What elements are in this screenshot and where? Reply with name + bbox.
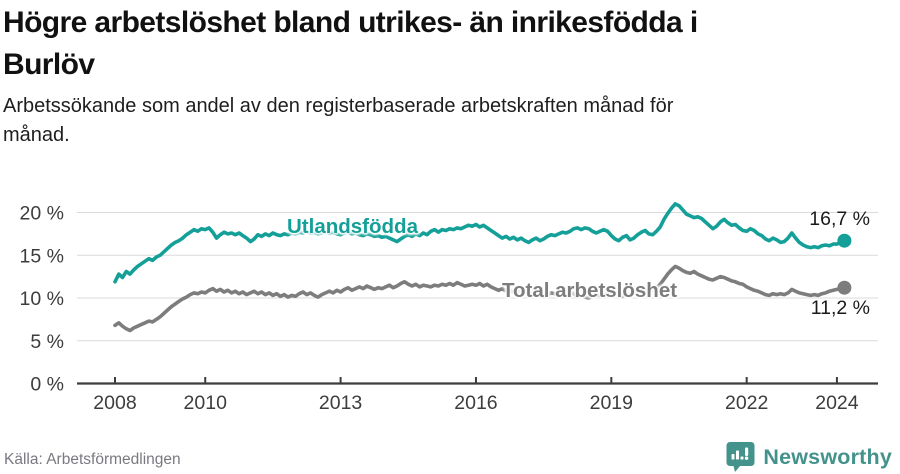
source-note: Källa: Arbetsförmedlingen: [4, 451, 181, 468]
series-end-dot-utlandsf-dda: [837, 233, 852, 248]
page-title: Högre arbetslöshet bland utrikes- än inr…: [3, 2, 883, 86]
series-line-utlandsf-dda: [113, 202, 847, 284]
title-line-2: Burlöv: [3, 48, 95, 81]
page-subtitle: Arbetssökande som andel av den registerb…: [3, 92, 863, 150]
newsworthy-chart-bubble-icon: [726, 442, 755, 472]
brand-logo: Newsworthy: [726, 441, 892, 473]
y-tick-label: 5 %: [30, 331, 64, 353]
y-tick-label: 10 %: [20, 288, 64, 310]
subtitle-line-1: Arbetssökande som andel av den registerb…: [3, 95, 674, 117]
series-end-dot-total-arbetsl-shet: [837, 280, 852, 295]
end-value-label-utlandsfodda: 16,7 %: [809, 208, 870, 230]
y-tick-label: 15 %: [20, 245, 64, 267]
x-tick-label: 2024: [815, 392, 859, 414]
x-tick-label: 2013: [319, 392, 362, 414]
series-label-total-arbetsloshet: Total arbetslöshet: [502, 279, 678, 302]
series-line-total-arbetsl-shet: [113, 264, 847, 333]
title-line-1: Högre arbetslöshet bland utrikes- än inr…: [3, 6, 698, 39]
x-tick-label: 2019: [590, 392, 633, 414]
x-tick-label: 2016: [454, 392, 497, 414]
series-label-utlandsfodda: Utlandsfödda: [287, 215, 418, 238]
brand-name: Newsworthy: [763, 444, 892, 469]
y-tick-label: 20 %: [20, 203, 64, 225]
y-tick-label: 0 %: [30, 374, 64, 396]
x-tick-label: 2022: [725, 392, 768, 414]
x-tick-label: 2008: [93, 392, 136, 414]
subtitle-line-2: månad.: [3, 124, 70, 146]
end-value-label-total: 11,2 %: [810, 297, 870, 319]
x-tick-label: 2010: [184, 392, 228, 414]
